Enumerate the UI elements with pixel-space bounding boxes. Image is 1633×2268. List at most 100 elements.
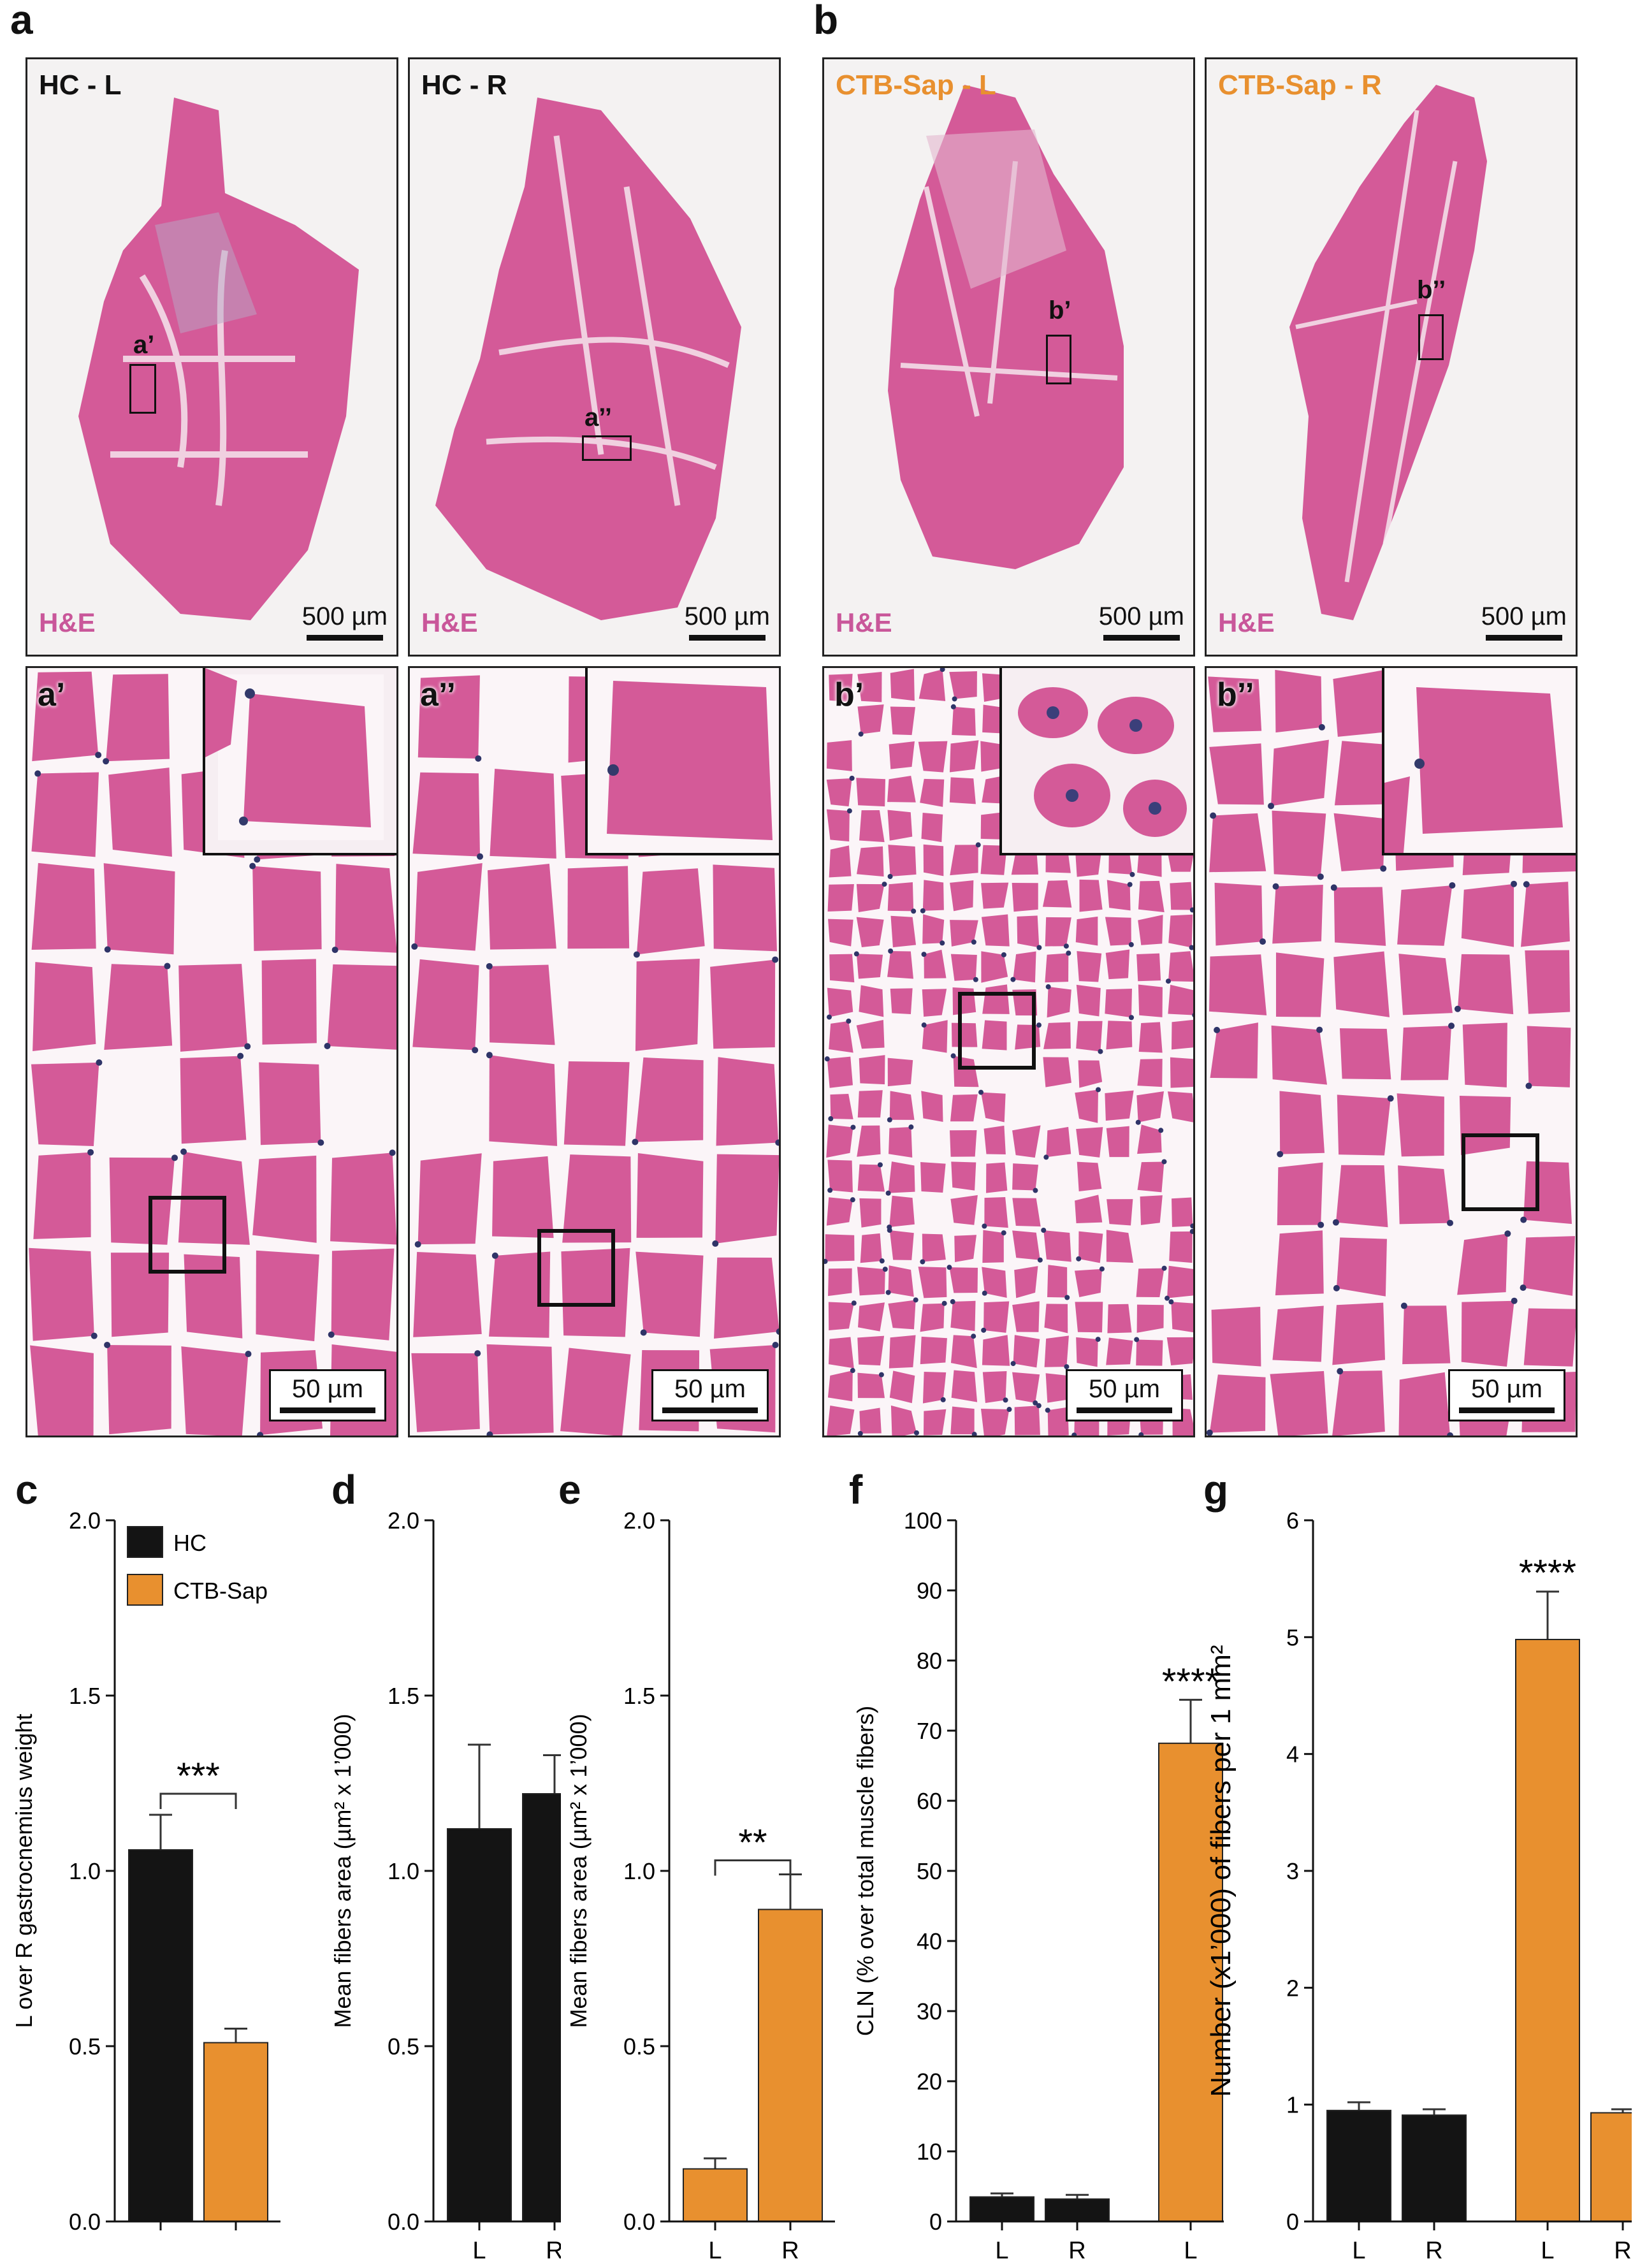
y-tick-label: 1.0 xyxy=(69,1858,101,1884)
y-tick-label: 4 xyxy=(1286,1741,1299,1768)
y-tick-label: 6 xyxy=(1286,1508,1299,1534)
bar xyxy=(1590,2112,1632,2222)
y-tick-label: 5 xyxy=(1286,1624,1299,1650)
scale-line xyxy=(1077,1407,1172,1413)
tissue-section-hc-right xyxy=(435,98,741,620)
overview-title: CTB-Sap - L xyxy=(836,69,996,101)
y-tick-label: 1.0 xyxy=(388,1858,419,1884)
scale-bar: 500 µm xyxy=(1099,602,1184,641)
scale-line xyxy=(662,1407,758,1413)
scale-label: 50 µm xyxy=(674,1375,746,1403)
significance-bracket xyxy=(714,1859,792,1876)
magnified-region-box xyxy=(537,1229,615,1307)
y-tick-label: 50 xyxy=(917,1858,942,1884)
magnified-region-box xyxy=(958,992,1036,1070)
x-tick-label: R xyxy=(1614,2237,1631,2264)
legend-label: HC xyxy=(173,1530,207,1556)
magnified-region-box xyxy=(149,1196,226,1274)
scale-bar: 50 µm xyxy=(1448,1369,1565,1421)
y-tick-label: 20 xyxy=(917,2068,942,2095)
tissue-section-ctb-right xyxy=(1289,85,1487,620)
y-tick-label: 2.0 xyxy=(623,1508,655,1534)
zoom-label: a’ xyxy=(38,676,66,713)
y-tick-label: 0 xyxy=(929,2209,942,2235)
x-tick-label: R xyxy=(546,2237,561,2264)
roi-label: b’ xyxy=(1049,296,1071,324)
y-tick-label: 30 xyxy=(917,1998,942,2024)
legend-label: CTB-Sap xyxy=(173,1578,268,1604)
panel-letter-d: d xyxy=(331,1467,357,1513)
roi-label: b’’ xyxy=(1417,276,1446,304)
tissue-section-ctb-left xyxy=(888,85,1124,569)
bar xyxy=(128,1849,193,2222)
magnified-region-box xyxy=(1462,1133,1539,1211)
bar xyxy=(683,2168,748,2222)
zoom-panel-b1: b’ 50 µm xyxy=(822,666,1195,1437)
chart-d: Mean fibers area (µm² x 1’000) 0.0 0.5 1.0 1… xyxy=(330,1508,561,2264)
scale-bar: 500 µm xyxy=(685,602,770,641)
scale-label: 50 µm xyxy=(1471,1375,1542,1403)
y-tick-label: 0 xyxy=(1286,2209,1299,2235)
scale-line xyxy=(280,1407,375,1413)
scale-line xyxy=(306,635,383,641)
zoom-label: a’’ xyxy=(420,676,456,713)
bar xyxy=(447,1828,512,2222)
zoom-label: b’ xyxy=(834,676,864,713)
panel-letter-a: a xyxy=(10,0,33,43)
scale-bar: 500 µm xyxy=(1481,602,1567,641)
chart-c: L over R gastrocnemius weight 0.0 0.5 1.0 1.… xyxy=(11,1508,280,2235)
legend-swatch xyxy=(127,1574,163,1606)
y-tick-label: 1.5 xyxy=(623,1683,655,1709)
y-axis-label: L over R gastrocnemius weight xyxy=(11,1714,37,2028)
y-tick-label: 0.0 xyxy=(388,2209,419,2235)
zoom-label: b’’ xyxy=(1217,676,1254,713)
y-tick-label: 0.5 xyxy=(388,2033,419,2060)
bar xyxy=(758,1908,823,2222)
y-tick-label: 3 xyxy=(1286,1858,1299,1884)
y-tick-label: 100 xyxy=(904,1508,942,1534)
overview-panel-ctb-left: CTB-Sap - L b’ H&E 500 µm xyxy=(822,57,1195,657)
scale-label: 50 µm xyxy=(292,1375,363,1403)
inset-magnified xyxy=(203,668,396,855)
bar xyxy=(522,1793,561,2222)
y-tick-label: 0.5 xyxy=(69,2033,101,2060)
panel-letter-c: c xyxy=(15,1467,38,1513)
chart-e: Mean fibers area (µm² x 1’000) 0.0 0.5 1.0 1… xyxy=(565,1508,835,2264)
scale-line xyxy=(688,635,766,641)
overview-panel-hc-left: HC - L a’ H&E 500 µm xyxy=(25,57,398,657)
y-axis-label: Mean fibers area (µm² x 1’000) xyxy=(330,1714,356,2028)
roi-box xyxy=(582,435,632,461)
bar xyxy=(203,2042,268,2222)
bar xyxy=(969,2196,1034,2222)
y-tick-label: 90 xyxy=(917,1578,942,1604)
y-tick-label: 1.5 xyxy=(388,1683,419,1709)
y-axis-label: Mean fibers area (µm² x 1’000) xyxy=(565,1714,592,2028)
scale-bar: 50 µm xyxy=(1066,1369,1183,1421)
y-tick-label: 0.0 xyxy=(623,2209,655,2235)
inset-magnified xyxy=(1382,668,1576,855)
y-tick-label: 60 xyxy=(917,1788,942,1814)
scale-line xyxy=(1459,1407,1555,1413)
scale-line xyxy=(1485,635,1562,641)
significance-label: **** xyxy=(1162,1661,1219,1703)
y-tick-label: 2 xyxy=(1286,1975,1299,2001)
y-tick-label: 80 xyxy=(917,1648,942,1674)
x-tick-label: R xyxy=(1425,2237,1442,2264)
y-tick-label: 2.0 xyxy=(69,1508,101,1534)
significance-label: *** xyxy=(177,1756,220,1797)
overview-title: HC - L xyxy=(39,69,122,101)
x-tick-label: L xyxy=(472,2237,486,2264)
stain-label: H&E xyxy=(39,607,96,637)
bar xyxy=(1158,1742,1223,2222)
panel-letter-f: f xyxy=(849,1467,863,1513)
zoom-panel-a1: a’ 50 µm xyxy=(25,666,398,1437)
bar xyxy=(1402,2114,1467,2223)
overview-title: HC - R xyxy=(421,69,507,101)
overview-panel-ctb-right: CTB-Sap - R b’’ H&E 500 µm xyxy=(1205,57,1578,657)
panel-letter-e: e xyxy=(558,1467,581,1513)
y-tick-label: 70 xyxy=(917,1718,942,1744)
stain-label: H&E xyxy=(836,607,892,637)
y-tick-label: 10 xyxy=(917,2139,942,2165)
chart-f: CLN (% over total muscle fibers) 0 10 20 30 4… xyxy=(852,1508,1224,2264)
y-tick-label: 40 xyxy=(917,1928,942,1954)
